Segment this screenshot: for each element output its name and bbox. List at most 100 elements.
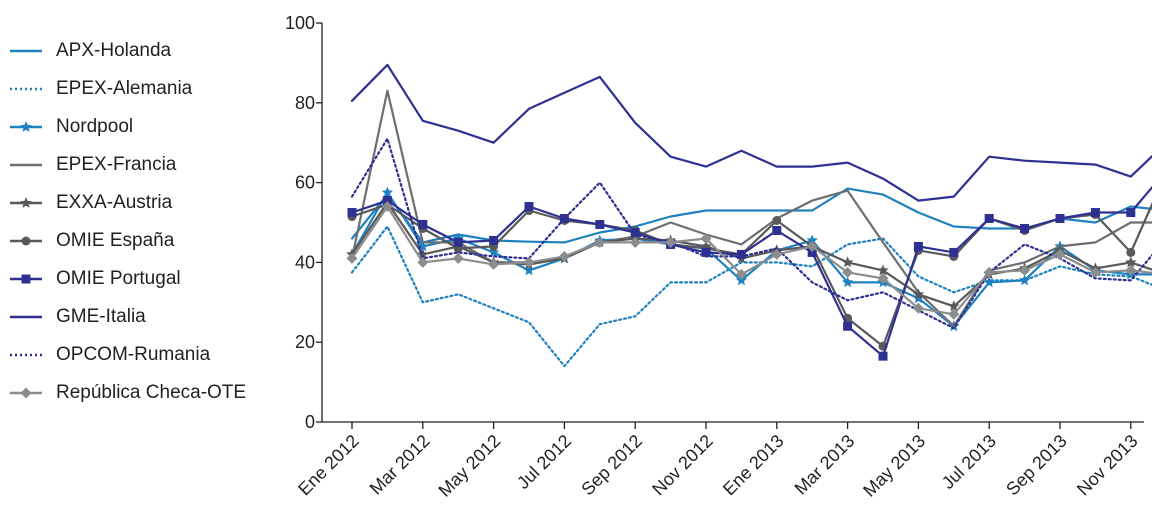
data-point: [1126, 247, 1136, 257]
series-line: [350, 187, 1152, 244]
legend-marker: [21, 236, 31, 246]
data-point: [806, 240, 818, 252]
data-point: [1018, 274, 1031, 286]
series-epex-francia: [350, 89, 1152, 328]
data-point: [381, 201, 393, 213]
series-line: [350, 89, 1152, 328]
legend-swatch: [10, 274, 42, 284]
legend-label: APX-Holanda: [56, 40, 172, 61]
legend-marker: [21, 274, 31, 284]
series-line: [350, 225, 1152, 368]
legend-item-omie-portugal: OMIE Portugal: [8, 260, 278, 298]
data-point: [912, 288, 925, 300]
x-tick-label: Nov 2012: [648, 431, 717, 500]
y-tick-label: 100: [285, 13, 315, 33]
legend-item-opcom-rumania: OPCOM-Rumania: [8, 336, 278, 374]
data-point: [1019, 264, 1031, 276]
legend-swatch: [10, 197, 42, 208]
data-point: [523, 264, 535, 276]
legend-label: GME-Italia: [56, 306, 146, 327]
series-layer: [346, 63, 1152, 368]
data-point: [912, 302, 924, 314]
legend-label: EXXA-Austria: [56, 192, 173, 213]
legend-label: OMIE Portugal: [56, 268, 181, 289]
x-tick-label: Ene 2012: [294, 431, 363, 500]
data-point: [841, 276, 854, 288]
legend-label: Nordpool: [56, 116, 134, 137]
data-point: [1126, 208, 1136, 218]
series-line: [350, 205, 1152, 316]
data-point: [700, 232, 712, 244]
data-point: [913, 241, 923, 251]
x-tick-label: Jul 2013: [938, 431, 1000, 493]
legend-item-epex-francia: EPEX-Francia: [8, 146, 278, 184]
legend-item-republica-checa-ote: República Checa-OTE: [8, 374, 278, 412]
data-point: [594, 236, 606, 248]
data-point: [452, 252, 464, 264]
y-tick-label: 0: [305, 412, 315, 432]
data-point: [948, 300, 960, 312]
x-tick-label: Mar 2012: [366, 431, 434, 499]
legend-marker: [20, 387, 32, 399]
data-point: [630, 227, 640, 237]
data-point: [1054, 248, 1066, 260]
legend-label: OMIE España: [56, 230, 175, 251]
data-point: [949, 247, 959, 257]
x-tick-label: Sep 2012: [577, 431, 646, 500]
data-point: [381, 186, 394, 198]
series-line: [350, 63, 1152, 202]
series-opcom-rumania: [350, 137, 1152, 330]
data-point: [806, 234, 818, 246]
data-point: [912, 292, 925, 304]
legend-item-omie-espana: OMIE España: [8, 222, 278, 260]
legend-label: República Checa-OTE: [56, 382, 247, 403]
x-tick-label: Ene 2013: [719, 431, 788, 500]
x-tick-label: Mar 2013: [791, 431, 859, 499]
series-epex-alemania: [350, 225, 1152, 368]
legend-label: EPEX-Francia: [56, 154, 177, 175]
data-point: [1125, 264, 1137, 276]
data-point: [877, 272, 889, 284]
legend-item-exxa-austria: EXXA-Austria: [8, 184, 278, 222]
legend-swatch: [10, 87, 42, 91]
data-point: [841, 256, 854, 268]
legend-swatch: [10, 387, 42, 399]
y-tick-label: 20: [295, 332, 315, 352]
data-point: [843, 321, 853, 331]
data-point: [772, 216, 782, 226]
data-point: [1020, 223, 1030, 233]
legend: APX-Holanda EPEX-Alemania Nordpool EPEX-Fra…: [8, 32, 278, 412]
legend-marker: [20, 197, 32, 208]
legend-swatch: [10, 236, 42, 246]
data-point: [453, 237, 463, 247]
data-point: [595, 219, 605, 229]
y-tick-label: 80: [295, 93, 315, 113]
data-point: [1125, 256, 1137, 268]
data-point: [984, 214, 994, 224]
series-republica-checa-ote: [346, 201, 1152, 320]
legend-swatch: [10, 315, 42, 319]
legend-item-epex-alemania: EPEX-Alemania: [8, 70, 278, 108]
data-point: [842, 266, 854, 278]
y-tick-label: 60: [295, 173, 315, 193]
data-point: [558, 250, 570, 262]
data-point: [524, 202, 534, 212]
legend-swatch: [10, 121, 42, 132]
data-point: [382, 196, 392, 206]
data-point: [347, 208, 357, 218]
series-line: [350, 185, 1152, 358]
legend-item-gme-italia: GME-Italia: [8, 298, 278, 336]
data-point: [418, 219, 428, 229]
data-point: [983, 276, 995, 288]
data-point: [665, 236, 677, 248]
data-point: [948, 308, 960, 320]
data-point: [487, 246, 500, 258]
data-point: [736, 249, 746, 259]
data-point: [771, 248, 783, 260]
y-tick-label: 40: [295, 252, 315, 272]
data-point: [417, 256, 429, 268]
legend-swatch: [10, 163, 42, 167]
series-line: [350, 201, 1152, 348]
data-point: [1089, 266, 1101, 278]
